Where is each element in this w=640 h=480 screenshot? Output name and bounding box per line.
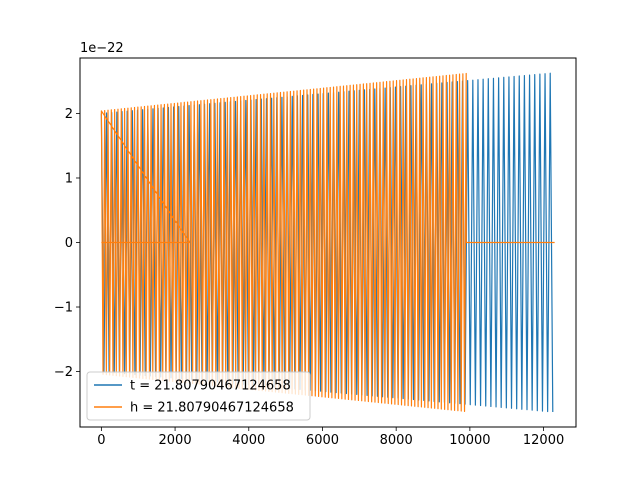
series-line-2 (100, 72, 555, 412)
x-tick-label: 12000 (523, 433, 564, 448)
x-tick-label: 0 (97, 433, 105, 448)
y-tick-label: −1 (54, 301, 73, 316)
legend: t = 21.80790467124658 h = 21.807904671246… (86, 371, 311, 421)
y-tick-label: 1 (65, 171, 73, 186)
x-tick-label: 10000 (449, 433, 490, 448)
series-layer (100, 72, 555, 413)
y-tick-label: 0 (65, 236, 73, 251)
x-axis-ticks: 0 2000 4000 6000 8000 10000 12000 (97, 427, 564, 448)
legend-label: h = 21.80790467124658 (130, 401, 294, 416)
x-tick-label: 4000 (232, 433, 265, 448)
y-offset-label: 1e−22 (80, 41, 124, 56)
x-tick-label: 2000 (159, 433, 192, 448)
legend-label: t = 21.80790467124658 (130, 379, 291, 394)
x-tick-label: 6000 (306, 433, 339, 448)
y-axis-ticks: −2 −1 0 1 2 (54, 107, 80, 380)
y-tick-label: −2 (54, 365, 73, 380)
x-tick-label: 8000 (380, 433, 413, 448)
y-tick-label: 2 (65, 107, 73, 122)
legend-box (86, 371, 311, 421)
